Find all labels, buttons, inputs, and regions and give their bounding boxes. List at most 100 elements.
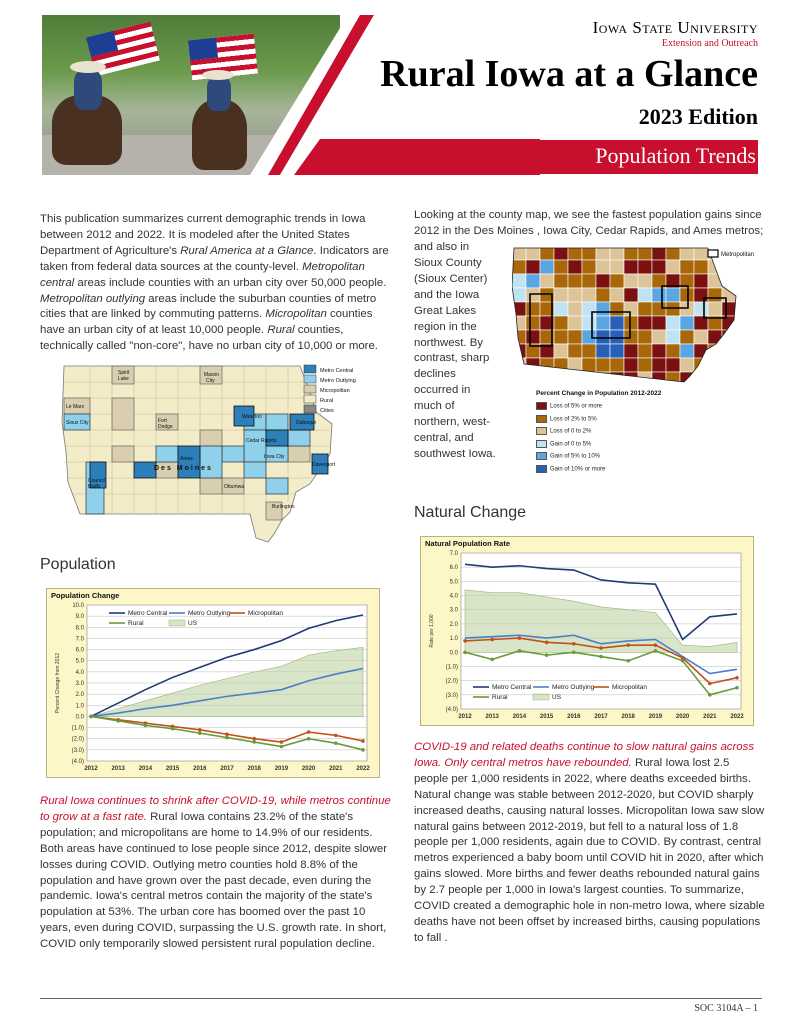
y-axis-label: Percent Change from 2012 xyxy=(55,653,61,713)
x-tick-label: 2012 xyxy=(84,766,98,772)
y-tick-label: 1.0 xyxy=(76,703,85,709)
county-cell xyxy=(665,315,681,331)
unit-name: Extension and Outreach xyxy=(661,38,758,49)
data-point xyxy=(170,726,175,731)
data-point xyxy=(198,731,202,735)
legend-label: Loss of 5% or more xyxy=(550,403,603,410)
county-cell xyxy=(693,371,709,382)
x-tick-label: 2014 xyxy=(513,714,527,720)
section-title: Population Trends xyxy=(595,143,756,168)
y-tick-label: (3.0) xyxy=(446,693,458,699)
data-point xyxy=(463,639,467,643)
data-point xyxy=(198,728,202,732)
legend-label: Rural xyxy=(320,398,333,404)
data-point xyxy=(361,739,365,743)
x-tick-label: 2020 xyxy=(676,714,690,720)
county-cell xyxy=(665,287,681,303)
y-tick-label: 3.0 xyxy=(76,681,85,687)
data-point xyxy=(680,658,685,663)
county-cell xyxy=(651,371,667,382)
svg-text:Bluffs: Bluffs xyxy=(88,484,101,490)
legend-label: Metro Outlying xyxy=(552,684,595,691)
county-cell xyxy=(525,371,541,382)
county-cell xyxy=(581,343,597,359)
county-cell xyxy=(539,357,555,373)
county-map-intro: Looking at the county map, we see the fa… xyxy=(414,209,764,253)
x-tick-label: 2018 xyxy=(622,714,636,720)
y-tick-label: 2.0 xyxy=(76,692,85,698)
county-cell xyxy=(679,343,695,359)
data-point xyxy=(225,732,229,737)
county-cell xyxy=(595,259,611,275)
county-cell xyxy=(679,315,695,331)
county-cell xyxy=(665,329,681,345)
page-number: SOC 3104A – 1 xyxy=(694,1003,758,1014)
page-title: Rural Iowa at a Glance xyxy=(380,53,758,95)
county-cell xyxy=(525,301,541,317)
data-point xyxy=(708,681,712,686)
legend-item: Gain of 10% or more xyxy=(536,464,716,475)
y-axis-label: Rate per 1,000 xyxy=(429,614,435,647)
y-tick-label: (2.0) xyxy=(72,737,84,743)
county-cell xyxy=(679,259,695,275)
county-cell xyxy=(637,273,653,289)
y-tick-label: (1.0) xyxy=(72,726,84,732)
county-cell xyxy=(553,343,569,359)
data-point xyxy=(544,653,549,657)
svg-text:Cedar Rapids: Cedar Rapids xyxy=(246,438,277,444)
data-point xyxy=(626,658,630,663)
y-tick-label: 0.0 xyxy=(76,714,85,720)
isu-logo: Iowa State University Extension and Outr… xyxy=(593,18,758,49)
county-cell xyxy=(581,259,597,275)
y-tick-label: 3.0 xyxy=(450,608,459,614)
county-cell xyxy=(721,301,736,317)
x-tick-label: 2017 xyxy=(594,714,608,720)
legend-label: Metro Central xyxy=(320,368,353,374)
svg-text:Fort: Fort xyxy=(158,418,168,424)
county-cell xyxy=(721,357,736,373)
svg-text:Dodge: Dodge xyxy=(158,424,173,430)
y-tick-label: (4.0) xyxy=(72,759,84,765)
data-point xyxy=(252,740,256,744)
population-heading: Population xyxy=(40,556,116,573)
data-point xyxy=(735,676,739,680)
county-cell xyxy=(665,301,681,317)
county-cell xyxy=(553,315,569,331)
legend-label: Micropolitan xyxy=(612,684,647,691)
legend-item: Loss of 0 to 2% xyxy=(536,427,716,437)
legend-swatch xyxy=(536,402,547,410)
county-cell xyxy=(665,259,681,275)
legend-label: Metro Outlying xyxy=(320,378,356,384)
legend-label: Rural xyxy=(128,620,144,627)
svg-text:Ames: Ames xyxy=(180,456,193,462)
data-point xyxy=(143,723,148,728)
red-banner xyxy=(250,15,760,175)
legend-label: Cities xyxy=(320,408,334,414)
y-tick-label: 7.0 xyxy=(76,636,85,642)
county-cell xyxy=(693,273,709,289)
county-cell xyxy=(679,329,695,345)
legend-swatch xyxy=(536,439,547,448)
county-cell xyxy=(525,287,541,303)
x-tick-label: 2022 xyxy=(730,714,744,720)
data-point xyxy=(279,744,284,749)
y-tick-label: 5.0 xyxy=(76,659,85,665)
svg-text:Des Moines: Des Moines xyxy=(154,465,213,472)
county-cell xyxy=(721,287,736,303)
county-cell xyxy=(707,357,723,373)
county-cell xyxy=(512,357,527,373)
svg-text:Ottumwa: Ottumwa xyxy=(224,484,244,490)
county-cell xyxy=(721,371,736,382)
county-cell xyxy=(707,371,723,382)
county-cell xyxy=(567,329,583,345)
county-cell xyxy=(525,273,541,289)
county-cell xyxy=(637,357,653,373)
y-tick-label: 6.0 xyxy=(450,565,459,571)
county-cell xyxy=(637,287,653,303)
county-cell xyxy=(512,301,527,317)
svg-text:Mason: Mason xyxy=(204,372,219,378)
data-point xyxy=(680,656,685,660)
data-point xyxy=(306,730,311,734)
county-cell xyxy=(512,259,527,275)
data-point xyxy=(334,733,338,738)
